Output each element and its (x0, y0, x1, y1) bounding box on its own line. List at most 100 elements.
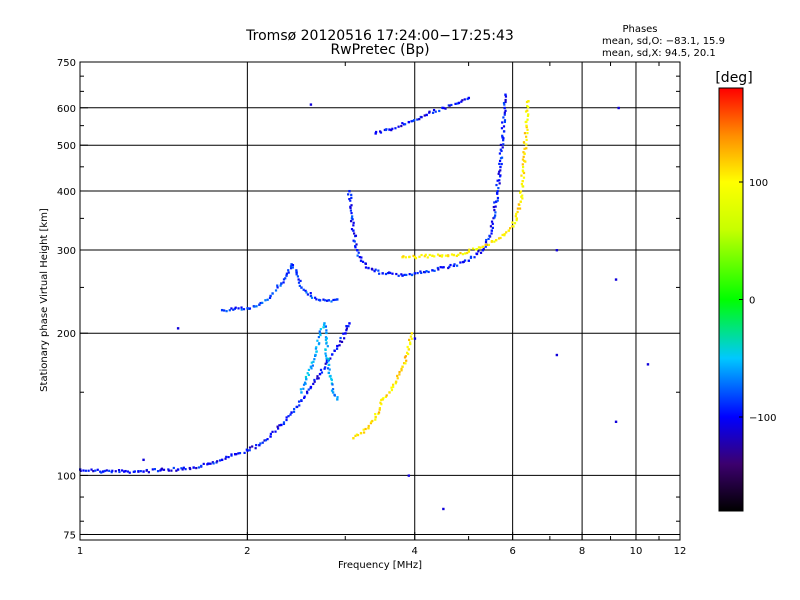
data-point (367, 424, 370, 428)
data-point (300, 399, 303, 402)
data-point (242, 308, 246, 311)
data-point (329, 374, 332, 378)
data-point (325, 359, 328, 362)
data-point (377, 269, 380, 272)
data-point (324, 325, 328, 328)
data-point (646, 363, 650, 366)
data-point (180, 467, 183, 470)
data-point (211, 461, 214, 464)
data-point (343, 337, 346, 340)
data-point (318, 299, 322, 302)
data-point (284, 277, 287, 280)
data-point (280, 423, 283, 427)
data-point (614, 420, 618, 423)
data-point (325, 337, 328, 340)
data-point (309, 103, 313, 106)
data-point (410, 332, 414, 335)
data-point (304, 289, 307, 292)
data-point (331, 383, 334, 386)
data-point (269, 435, 272, 438)
data-point (266, 298, 269, 301)
data-point (184, 468, 187, 471)
data-point (118, 470, 121, 474)
data-point (312, 382, 315, 386)
data-point (259, 301, 262, 305)
data-point (441, 254, 444, 257)
data-point (468, 248, 471, 251)
data-point (110, 471, 113, 474)
data-point (167, 468, 170, 471)
colorbar-tick-label: 100 (749, 178, 768, 189)
data-point (94, 469, 97, 472)
data-point (520, 174, 523, 177)
data-point (195, 466, 198, 470)
data-point (189, 467, 192, 471)
data-point (359, 431, 363, 435)
data-point (502, 130, 506, 133)
data-point (230, 454, 233, 457)
data-point (423, 255, 426, 258)
data-point (404, 256, 407, 259)
data-point (248, 307, 252, 310)
data-point (348, 322, 351, 325)
data-point (402, 255, 405, 258)
data-point (209, 462, 212, 465)
data-point (342, 332, 345, 335)
data-point (442, 507, 445, 511)
data-point (503, 106, 506, 110)
data-point (496, 199, 499, 202)
data-point (519, 200, 522, 203)
data-point (503, 111, 506, 114)
data-point (499, 143, 502, 147)
data-point (354, 246, 357, 249)
data-point (309, 365, 313, 368)
data-point (292, 410, 296, 413)
data-point (274, 430, 277, 433)
data-point (428, 253, 431, 257)
data-point (503, 119, 507, 122)
data-point (212, 462, 215, 465)
data-point (452, 264, 456, 268)
data-point (276, 425, 279, 428)
data-point (614, 278, 618, 281)
colorbar-ticks: 100 0 −100 (739, 178, 776, 424)
data-point (167, 469, 170, 472)
data-point (526, 132, 529, 135)
data-point (408, 273, 411, 276)
data-point (384, 395, 388, 398)
data-point (302, 387, 305, 390)
y-tick-label: 400 (57, 187, 76, 198)
data-point (293, 407, 296, 411)
data-point (295, 405, 298, 408)
data-point (345, 327, 349, 330)
data-point (355, 243, 358, 246)
data-point (233, 307, 236, 310)
data-point (511, 221, 514, 224)
data-point (374, 132, 377, 135)
data-point (418, 118, 421, 121)
chart-title: Tromsø 20120516 17:24:00−17:25:43 (245, 28, 514, 44)
data-point (142, 470, 145, 473)
data-point (498, 162, 501, 165)
data-point (525, 143, 528, 146)
data-point (349, 209, 353, 212)
data-point (475, 252, 478, 255)
data-point (449, 263, 452, 267)
data-point (228, 309, 231, 312)
data-point (442, 106, 445, 110)
data-point (220, 308, 224, 312)
data-point (525, 135, 528, 138)
data-point (303, 381, 307, 384)
data-point (349, 205, 352, 208)
data-point (432, 108, 436, 112)
data-point (364, 427, 367, 431)
data-point (427, 270, 430, 274)
data-point (373, 270, 376, 273)
data-point (484, 245, 487, 248)
data-point (388, 128, 391, 131)
data-point (315, 346, 318, 349)
data-point (503, 103, 506, 106)
x-tick-label: 10 (630, 546, 643, 557)
data-point (381, 398, 384, 401)
data-point (493, 209, 496, 212)
